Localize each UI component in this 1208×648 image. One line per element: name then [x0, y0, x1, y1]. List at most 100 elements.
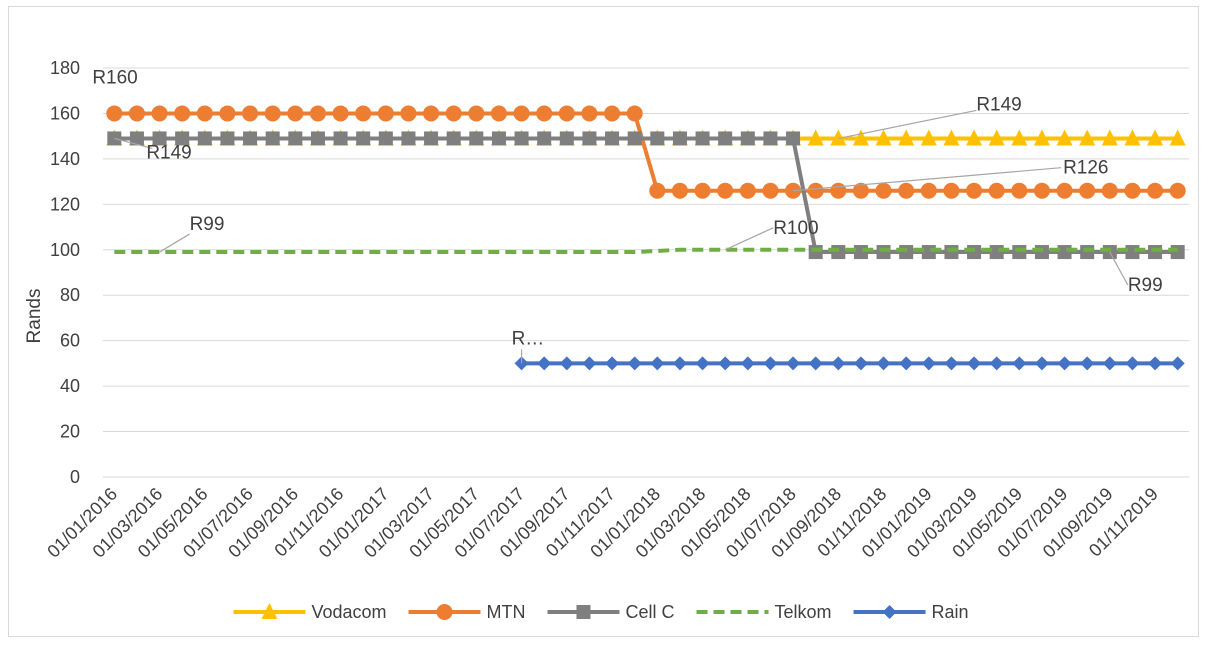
data-point-vodacom [1169, 129, 1186, 146]
data-point-mtn [966, 182, 983, 199]
data-point-rain [627, 356, 642, 371]
data-point-vodacom [920, 129, 937, 146]
data-point-rain [921, 356, 936, 371]
data-point-rain [650, 356, 665, 371]
data-point-rain [831, 356, 846, 371]
legend-item-telkom: Telkom [696, 602, 832, 622]
y-tick-label: 100 [50, 240, 80, 260]
data-point-cell-c [740, 131, 755, 146]
label-leader-line [114, 137, 153, 150]
data-point-cell-c [1057, 245, 1072, 260]
data-point-rain [1148, 356, 1163, 371]
data-point-rain [695, 356, 710, 371]
data-point-vodacom [898, 129, 915, 146]
data-point-mtn [671, 182, 688, 199]
data-point-vodacom [807, 129, 824, 146]
data-point-cell-c [243, 131, 258, 146]
y-tick-label: 180 [50, 58, 80, 78]
data-point-mtn [151, 105, 168, 122]
data-point-rain [853, 356, 868, 371]
series-layer [106, 105, 1186, 371]
data-point-vodacom [1056, 129, 1073, 146]
data-point-cell-c [899, 245, 914, 260]
data-point-mtn [1033, 182, 1050, 199]
data-point-cell-c [175, 131, 190, 146]
data-point-mtn [1011, 182, 1028, 199]
data-point-mtn [468, 105, 485, 122]
data-point-rain [1125, 356, 1140, 371]
data-point-mtn [1169, 182, 1186, 199]
data-point-mtn [264, 105, 281, 122]
data-point-mtn [604, 105, 621, 122]
data-point-cell-c [356, 131, 371, 146]
data-label-mtn: R126 [1063, 158, 1108, 179]
y-tick-label: 160 [50, 103, 80, 123]
data-point-mtn [898, 182, 915, 199]
label-leader-line [793, 167, 1062, 192]
data-point-cell-c [1125, 245, 1140, 260]
data-point-rain [1080, 356, 1095, 371]
data-point-mtn [875, 182, 892, 199]
data-point-mtn [830, 182, 847, 199]
data-point-cell-c [876, 245, 891, 260]
data-point-cell-c [378, 131, 393, 146]
data-point-mtn [807, 182, 824, 199]
data-point-mtn [1056, 182, 1073, 199]
data-point-rain [1012, 356, 1027, 371]
legend-label: MTN [487, 602, 526, 622]
data-point-cell-c [424, 131, 439, 146]
data-point-rain [559, 356, 574, 371]
data-point-mtn [558, 105, 575, 122]
data-point-cell-c [559, 131, 574, 146]
label-leader-line [838, 109, 977, 140]
data-labels: R160 R149 R149 R126 R99 R100 R99 R… [92, 67, 1163, 364]
y-axis-title: Rands [24, 289, 45, 344]
data-point-mtn [287, 105, 304, 122]
data-label-telkom: R99 [190, 214, 225, 235]
data-point-mtn [852, 182, 869, 199]
legend-marker [436, 604, 453, 620]
data-point-mtn [106, 105, 123, 122]
data-point-vodacom [830, 129, 847, 146]
data-point-rain [786, 356, 801, 371]
data-point-cell-c [1012, 245, 1027, 260]
data-point-rain [1102, 356, 1117, 371]
data-point-rain [989, 356, 1004, 371]
data-point-mtn [196, 105, 213, 122]
data-point-mtn [739, 182, 756, 199]
data-point-vodacom [1124, 129, 1141, 146]
data-point-vodacom [875, 129, 892, 146]
data-point-cell-c [944, 245, 959, 260]
data-point-cell-c [627, 131, 642, 146]
data-point-rain [1034, 356, 1049, 371]
legend-label: Rain [932, 602, 969, 622]
series-cell-c [107, 131, 1185, 260]
data-point-mtn [332, 105, 349, 122]
data-point-mtn [1124, 182, 1141, 199]
data-point-mtn [309, 105, 326, 122]
data-point-rain [672, 356, 687, 371]
y-tick-label: 80 [60, 285, 80, 305]
data-point-mtn [649, 182, 666, 199]
data-point-cell-c [967, 245, 982, 260]
data-point-mtn [536, 105, 553, 122]
data-point-mtn [377, 105, 394, 122]
legend-marker [882, 605, 897, 619]
data-point-rain [808, 356, 823, 371]
data-point-mtn [1079, 182, 1096, 199]
data-point-rain [582, 356, 597, 371]
data-point-vodacom [943, 129, 960, 146]
data-label-cell-c: R149 [146, 142, 191, 163]
legend-label: Telkom [775, 602, 832, 622]
legend: Vodacom MTN Cell C Telkom Rain [233, 602, 969, 622]
y-tick-label: 40 [60, 376, 80, 396]
label-leader-line [724, 227, 774, 251]
data-point-cell-c [265, 131, 280, 146]
data-label-cell-c: R99 [1128, 275, 1163, 296]
data-point-mtn [355, 105, 372, 122]
data-point-cell-c [401, 131, 416, 146]
data-point-cell-c [786, 131, 801, 146]
data-point-cell-c [197, 131, 212, 146]
